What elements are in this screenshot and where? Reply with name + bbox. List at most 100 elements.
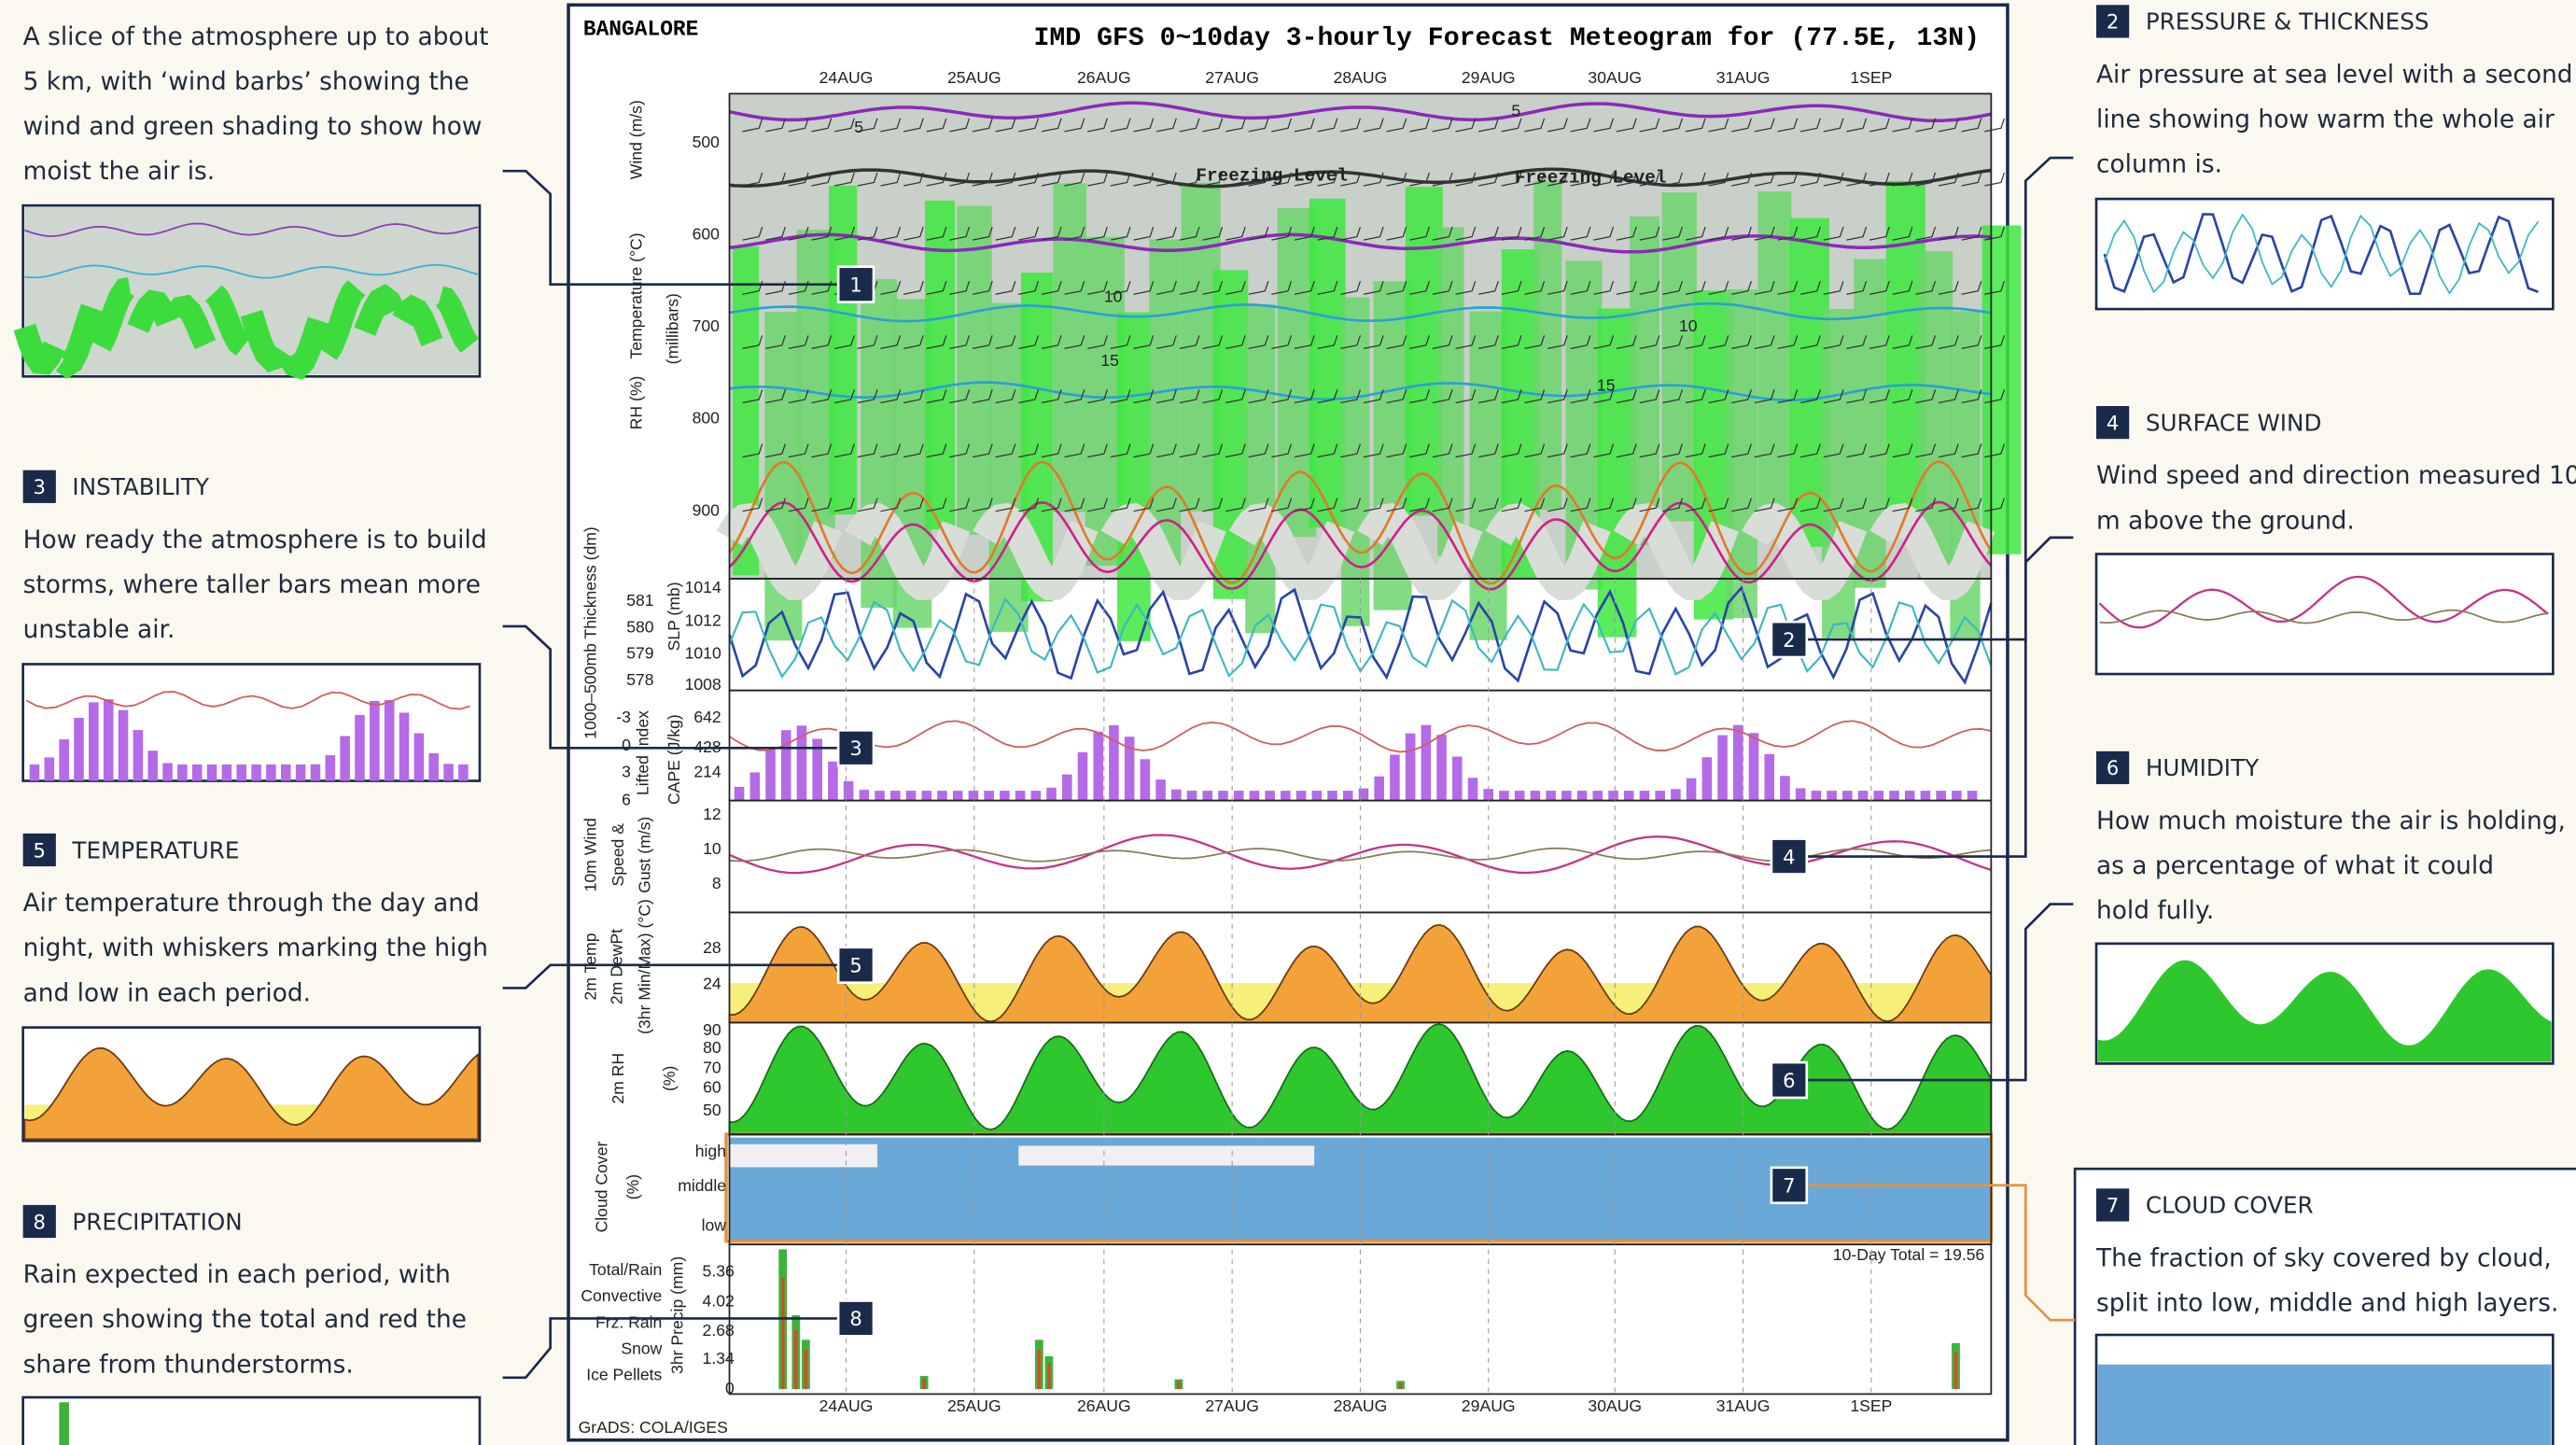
wind-barb [995,498,1016,512]
wind-barb [1501,335,1522,349]
annotation-heading: INSTABILITY [72,473,209,500]
axis-label: Gust (m/s) [635,817,653,893]
wind-barb [1478,226,1499,241]
wind-barb [1800,335,1821,349]
wind-barb [972,443,993,458]
wind-barb [1915,226,1937,241]
wind-barb [1961,118,1982,133]
wind-barb [1846,335,1868,349]
wind-barb [1455,335,1477,349]
wind-barb [1708,389,1729,404]
wind-barb [1754,226,1775,241]
wind-barb [1616,443,1637,458]
wind-barb [1616,389,1637,404]
wind-barb [1018,118,1040,133]
dry-area [1742,502,1868,600]
wind-barb [1685,226,1706,241]
level-line [24,264,479,279]
cloud-layer: high [695,1142,726,1160]
cape-bar [780,730,791,801]
cape-bar [1764,753,1775,801]
badge [839,731,873,765]
wind-barb [834,443,855,458]
wind-barb [1961,226,1982,241]
wind-barb [1225,280,1246,295]
wind-barb [1524,498,1546,512]
barb-line [2099,609,2549,624]
wind-barb [880,443,902,458]
wind-barb [1570,443,1591,458]
convective-bar [1047,1362,1051,1390]
badge [22,1204,56,1239]
cape-bar [1342,791,1353,801]
convective-bar [780,1277,785,1390]
wind-barb [1041,498,1062,512]
wind-barb [1823,335,1844,349]
wind-barb [1869,443,1890,458]
wind-barb [1156,226,1177,241]
wind-barb [742,335,763,349]
y-tick-label: 5.36 [703,1262,735,1281]
y-tick-label: 8 [712,874,721,892]
annotation-text: storms, where taller bars mean more [23,570,481,599]
wind-barb [1317,498,1338,512]
wind-barb [1363,226,1384,241]
contour-label: 15 [1100,351,1119,370]
wind-barb [1179,118,1200,133]
wind-barb [880,118,902,133]
y-tick-label: 700 [693,316,721,335]
wind-barb [1179,443,1200,458]
annotation-text: night, with whiskers marking the high [23,933,488,962]
wind-barb [1984,172,2006,187]
wind-barb [1110,443,1131,458]
axis-label: (3hr Min/Max) (°C) [635,899,653,1034]
bar [236,764,247,781]
cape-bar [1030,791,1042,801]
wind-barb [1685,172,1706,187]
wind-barb [765,389,786,404]
cape-bar [1281,791,1291,801]
wind-barb [1271,498,1293,512]
wind-barb [1915,172,1937,187]
annotation-text: Wind speed and direction measured 10 [2096,461,2576,490]
wind-barb [1179,226,1200,241]
annotation-text: The fraction of sky covered by cloud, [2095,1243,2552,1272]
wind-barb [765,226,786,241]
wind-barb [1064,498,1085,512]
convective-bar [794,1329,798,1390]
wind-barb [1754,172,1775,187]
cape-bar [1124,737,1135,801]
wind-barb [1478,498,1499,512]
wind-barb [1547,443,1568,458]
wind-barb [1501,498,1522,512]
cape-bar [1405,733,1416,801]
wind-barb [1984,335,2006,349]
wind-barb [1363,172,1384,187]
wind-barb [1800,389,1821,404]
cape-bar [1561,791,1572,801]
cloud-layer: middle [678,1176,726,1195]
wind-barb [1455,280,1477,295]
moist-area [1405,187,1443,516]
wind-barb [1340,226,1362,241]
wind-barb [1892,226,1913,241]
wind-barb [1616,280,1637,295]
wind-barb [1869,498,1890,512]
cape-bar [905,791,917,801]
wind-barb [1202,280,1224,295]
cape-bar [1530,791,1541,801]
wind-barb [1041,389,1062,404]
wind-barb [880,389,902,404]
badge [1772,1169,1806,1202]
wind-barb [1409,280,1430,295]
moist-area [1726,288,1757,619]
wind-barb [1892,118,1913,133]
wind-barb [1570,498,1591,512]
badge [2096,1188,2130,1222]
date-label: 28AUG [1334,1396,1388,1415]
wind-barb [1501,389,1522,404]
wind-barb [1892,280,1913,295]
badge-number: 3 [849,737,861,760]
date-label: 25AUG [947,1396,1001,1415]
axis-label: Lifted Index [634,710,652,795]
